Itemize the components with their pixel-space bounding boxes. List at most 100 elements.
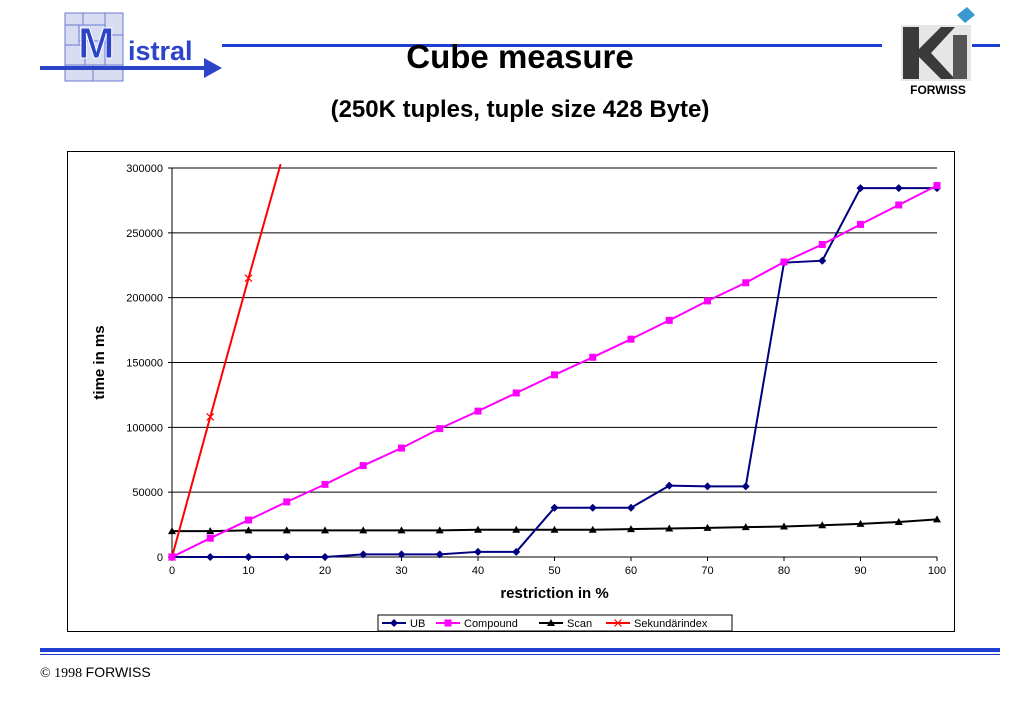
data-point-ub (550, 503, 559, 512)
data-point-scan (856, 519, 865, 527)
data-point-compound (780, 258, 788, 266)
legend-label-ub: UB (410, 618, 425, 630)
x-tick-label: 60 (625, 565, 637, 577)
data-point-scan (933, 515, 941, 523)
x-tick-label: 10 (242, 565, 254, 577)
y-tick-label: 50000 (132, 487, 163, 499)
x-tick-label: 90 (854, 565, 866, 577)
legend-marker-compound (444, 619, 452, 627)
data-point-scan (703, 523, 712, 531)
data-point-compound (283, 498, 291, 506)
data-point-scan (627, 525, 635, 533)
data-point-scan (818, 521, 827, 529)
logo-initial: M (78, 19, 115, 68)
x-tick-label: 30 (395, 565, 407, 577)
data-point-compound (398, 444, 405, 452)
data-point-ub (588, 503, 597, 512)
data-point-scan (665, 524, 674, 532)
footer-rule-bottom (40, 654, 1000, 655)
data-point-compound (512, 389, 520, 397)
x-tick-label: 40 (472, 565, 484, 577)
data-point-scan (550, 525, 559, 533)
mistral-logo: M istral (38, 8, 223, 86)
data-point-compound (818, 241, 826, 249)
y-tick-label: 300000 (126, 163, 163, 175)
legend-label-scan: Scan (567, 618, 592, 630)
page-title: Cube measure (406, 38, 634, 75)
data-point-compound (321, 480, 329, 488)
data-point-ub (359, 550, 368, 559)
forwiss-logo (895, 5, 980, 83)
legend-label-sekund-rindex: Sekundärindex (634, 618, 708, 630)
x-axis-label: restriction in % (500, 585, 608, 602)
y-tick-label: 250000 (126, 228, 163, 240)
data-point-scan (168, 527, 176, 535)
data-point-compound (245, 516, 252, 524)
x-tick-label: 50 (548, 565, 560, 577)
data-point-scan (244, 526, 253, 534)
y-tick-label: 150000 (126, 358, 163, 370)
data-point-scan (206, 527, 215, 535)
forwiss-label: FORWISS (910, 83, 966, 97)
data-point-ub (397, 550, 406, 559)
data-point-compound (206, 534, 214, 542)
y-tick-label: 0 (157, 552, 163, 564)
y-axis-label: time in ms (91, 325, 108, 399)
data-point-ub (894, 184, 903, 193)
y-tick-label: 200000 (126, 293, 163, 305)
data-point-scan (282, 526, 291, 534)
data-point-compound (436, 425, 444, 433)
data-point-scan (321, 526, 329, 534)
data-point-ub (206, 553, 215, 561)
data-point-ub (321, 553, 329, 561)
data-point-compound (933, 182, 941, 190)
data-point-compound (895, 201, 903, 209)
data-point-scan (588, 525, 597, 533)
data-point-ub (856, 184, 865, 193)
data-point-scan (359, 526, 368, 534)
data-point-compound (627, 335, 635, 343)
data-point-compound (551, 371, 558, 379)
data-point-ub (435, 550, 444, 559)
footer-copyright: © 1998 FORWISS (40, 664, 151, 682)
legend-marker-sekund-rindex (614, 619, 622, 627)
data-point-compound (168, 553, 176, 561)
data-point-ub (703, 482, 712, 491)
data-point-scan (741, 523, 750, 531)
page-subtitle: (250K tuples, tuple size 428 Byte) (330, 96, 710, 123)
x-tick-label: 0 (169, 565, 175, 577)
data-point-ub (512, 547, 521, 556)
series-line-sekund-rindex (171, 163, 282, 558)
x-tick-label: 70 (701, 565, 713, 577)
data-point-ub (818, 256, 827, 265)
legend-marker-scan (547, 619, 555, 626)
data-point-ub (282, 553, 291, 561)
data-point-ub (474, 547, 482, 556)
data-point-compound (704, 297, 711, 305)
x-tick-label: 80 (778, 565, 790, 577)
legend-label-compound: Compound (464, 618, 518, 630)
footer-org: FORWISS (85, 664, 151, 680)
copyright-text: © 1998 (40, 666, 86, 681)
data-point-scan (435, 526, 444, 534)
data-point-ub (741, 482, 750, 491)
y-tick-label: 100000 (126, 422, 163, 434)
data-point-compound (742, 279, 750, 287)
data-point-compound (359, 462, 367, 470)
data-point-scan (474, 525, 482, 533)
forwiss-logo-graphic (901, 7, 975, 81)
header-rule-right (972, 44, 1000, 47)
data-point-compound (474, 407, 482, 415)
header-rule-left (222, 44, 882, 47)
x-tick-label: 20 (319, 565, 331, 577)
data-point-compound (589, 353, 597, 361)
data-point-scan (397, 526, 406, 534)
data-point-ub (665, 481, 674, 490)
data-point-ub (627, 503, 635, 512)
data-point-ub (244, 553, 253, 561)
logo-text: istral (128, 36, 193, 66)
data-point-scan (894, 517, 903, 525)
data-point-sekund-rindex (206, 413, 215, 421)
data-point-compound (665, 316, 673, 324)
